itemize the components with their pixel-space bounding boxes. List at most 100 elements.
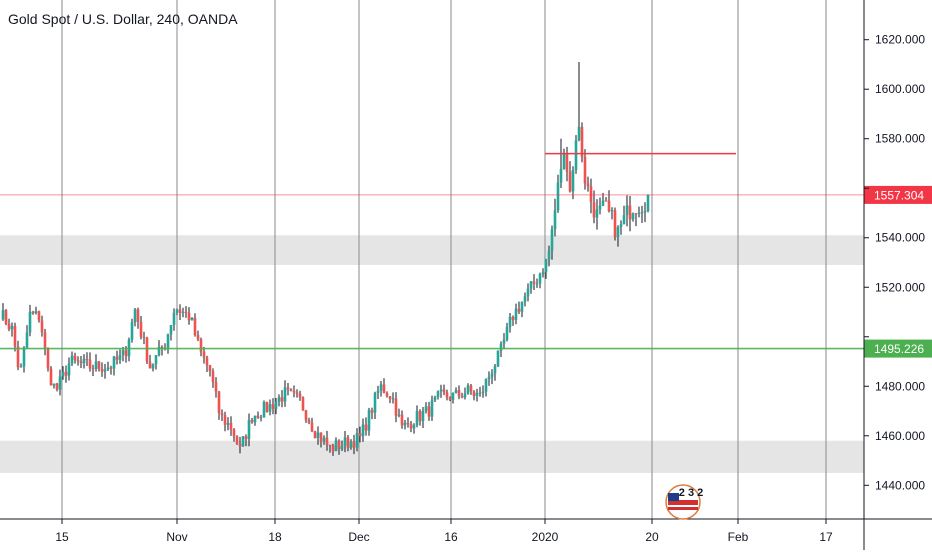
candle-up [19,363,23,368]
candle-body [265,402,269,412]
candle-body [109,367,113,369]
candle-down [280,390,284,408]
candle-body [442,389,446,393]
candle-down [331,443,335,456]
candle-body [526,288,530,297]
ideas-badge-icon[interactable]: 2 3 2 [665,484,703,520]
candle-down [73,352,77,364]
candle-body [580,126,584,157]
candle-up [259,414,263,422]
candle-body [337,440,341,450]
candle-up [127,337,131,362]
candle-body [292,390,296,393]
candle-body [94,361,98,369]
candle-down [43,328,47,356]
candle-body [400,414,404,426]
candle-up [625,195,629,227]
candle-body [235,436,239,444]
candle-body [151,364,155,369]
candle-down [250,417,254,424]
candle-body [196,334,200,340]
candle-body [226,422,230,425]
candle-up [520,301,524,318]
candle-body [208,365,212,372]
candle-body [433,396,437,401]
candle-body [403,422,407,426]
candle-up [169,325,173,341]
candle-up [481,385,485,398]
candle-up [112,355,116,376]
candle-down [370,407,374,420]
candle-up [616,225,620,247]
candle-down [634,212,638,227]
x-tick-label: 20 [645,530,659,544]
candle-down [580,122,584,163]
candle-body [589,186,593,203]
sr-zone [0,440,864,473]
candle-down [229,416,233,436]
candle-body [106,367,110,370]
candle-body [100,368,104,372]
candle-up [523,292,527,307]
candle-body [508,316,512,327]
candle-body [160,346,164,349]
candle-down [136,307,140,329]
candle-up [526,283,530,302]
candle-up [547,245,551,267]
candle-down [565,146,569,182]
candle-up [67,357,71,381]
candle-body [343,437,347,447]
candle-body [13,325,17,347]
candle-body [274,401,278,409]
candle-up [166,333,170,354]
candle-body [541,272,545,275]
candle-down [364,417,368,436]
candle-body [598,205,602,210]
candle-up [490,369,494,385]
x-tick-label: Dec [348,530,369,544]
candle-body [622,215,626,225]
candle-body [304,410,308,421]
candle-down [232,428,236,442]
candle-body [175,309,179,313]
candle-body [370,410,374,413]
price-label: 1495.226 [874,342,924,356]
candle-body [310,422,314,432]
candle-body [190,317,194,321]
candle-up [343,430,347,453]
candle-down [217,390,221,420]
y-tick-label: 1440.000 [875,478,925,492]
candle-body [244,436,248,440]
candle-body [472,391,476,396]
candle-up [535,278,539,288]
candle-body [418,411,422,422]
candle-body [553,210,557,230]
candle-down [307,417,311,425]
candle-body [469,385,473,392]
candle-body [493,366,497,374]
candle-body [355,433,359,448]
candle-down [313,430,317,439]
candle-body [166,334,170,350]
candle-body [616,226,620,238]
candle-body [271,404,275,409]
candle-body [46,347,50,369]
candle-body [31,311,35,314]
candle-down [220,409,224,422]
candle-down [346,434,350,452]
candle-up [433,395,437,402]
candle-up [103,363,107,379]
candle-body [499,343,503,351]
candle-body [136,309,140,323]
candle-body [325,437,329,445]
candle-down [85,352,89,366]
candle-body [391,398,395,400]
candle-body [490,373,494,377]
candle-down [109,365,113,375]
candle-down [88,352,92,372]
candle-body [364,424,368,431]
candle-body [193,317,197,335]
badge-stripe [668,500,698,505]
candle-down [145,336,149,364]
y-tick-label: 1480.000 [875,379,925,393]
